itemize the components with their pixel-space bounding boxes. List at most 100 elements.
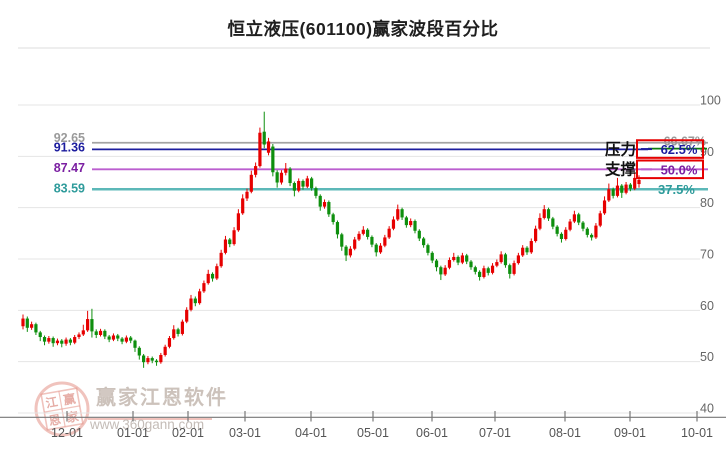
- candle-body: [98, 330, 103, 335]
- x-axis-label: 12-01: [51, 426, 83, 440]
- candle-body: [133, 340, 137, 348]
- candle-body: [215, 266, 219, 279]
- candle-body: [64, 339, 68, 344]
- candle-body: [176, 329, 180, 334]
- candle-body: [47, 338, 51, 342]
- seal-char: 恩: [48, 411, 62, 428]
- level-value-label: 92.65: [54, 131, 85, 145]
- x-axis-label: 07-01: [479, 426, 511, 440]
- candle-body: [465, 255, 469, 262]
- x-axis-label: 06-01: [416, 426, 448, 440]
- candle-body: [322, 202, 327, 207]
- candle-body: [439, 267, 443, 275]
- candle-body: [241, 198, 245, 214]
- candle-body: [292, 183, 296, 191]
- watermark-underline: [88, 418, 212, 420]
- candle-body: [258, 132, 262, 167]
- candle-body: [210, 273, 215, 279]
- candle-body: [142, 355, 146, 363]
- candle-body: [594, 225, 598, 238]
- candle-body: [529, 241, 533, 253]
- candle-body: [602, 200, 607, 214]
- candle-body: [409, 221, 413, 226]
- candle-body: [503, 254, 508, 266]
- chart-title: 恒立液压(601100)赢家波段百分比: [227, 19, 499, 39]
- candle-body: [387, 228, 391, 238]
- candle-body: [202, 283, 206, 292]
- candle-body: [366, 229, 370, 237]
- candle-body: [512, 263, 516, 274]
- candle-body: [271, 146, 275, 173]
- candle-body: [90, 319, 94, 332]
- level-pct-label-gray: 66.67%: [664, 135, 706, 149]
- candle-body: [86, 319, 90, 331]
- candle-body: [38, 332, 42, 338]
- candle-body: [42, 337, 47, 342]
- candle-body: [279, 172, 284, 183]
- seal-divider: [44, 405, 80, 413]
- y-axis-label: 50: [700, 350, 714, 364]
- candle-body: [452, 256, 456, 261]
- level-value-label: 87.47: [54, 161, 85, 175]
- candle-body: [236, 213, 240, 231]
- candle-body: [400, 209, 404, 218]
- candle-body: [607, 189, 611, 201]
- candle-body: [167, 338, 172, 347]
- x-axis: 12-01 01-01 02-01 03-01 04-01 05-01 06-01 07-01…: [0, 411, 726, 440]
- candle-body: [391, 219, 396, 229]
- candle-body: [628, 184, 632, 189]
- candle-body: [137, 347, 141, 356]
- y-axis-label: 40: [700, 401, 714, 415]
- candle-body: [55, 340, 60, 344]
- candle-body: [559, 233, 564, 239]
- candle-body: [404, 217, 408, 226]
- x-axis-label: 04-01: [295, 426, 327, 440]
- candle-body: [426, 245, 430, 253]
- x-axis-label: 01-01: [117, 426, 149, 440]
- candle-body: [417, 230, 421, 239]
- candle-body: [172, 329, 176, 339]
- candle-body: [353, 239, 357, 249]
- candle-body: [508, 265, 512, 274]
- candle-body: [555, 226, 559, 234]
- y-axis-label: 70: [700, 247, 714, 261]
- candle-body: [516, 255, 520, 264]
- candle-body: [430, 252, 434, 261]
- candle-body: [288, 168, 292, 184]
- candle-body: [633, 177, 637, 189]
- brand-seal-icon: [34, 381, 90, 437]
- candle-body: [254, 166, 258, 175]
- candle-body: [443, 267, 447, 275]
- candle-body: [103, 330, 107, 337]
- candle-body: [447, 260, 452, 268]
- pct-red-box: [636, 139, 704, 159]
- candle-body: [490, 265, 495, 273]
- candle-body: [482, 268, 486, 277]
- level-value-label: 91.36: [54, 141, 85, 155]
- level-pct-labels: 62.5% 50.0% 37.5%: [636, 139, 704, 197]
- candle-body: [546, 209, 551, 219]
- candle-body: [193, 298, 197, 304]
- candle-body: [585, 228, 589, 235]
- candle-body: [534, 228, 538, 242]
- candle-body: [572, 214, 576, 222]
- candle-body: [551, 218, 555, 227]
- candle-body: [73, 337, 77, 343]
- candle-body: [34, 324, 38, 333]
- candle-body: [223, 239, 228, 253]
- seal-char: 赢: [62, 391, 76, 408]
- y-axis-label: 60: [700, 299, 714, 313]
- candle-body: [129, 337, 133, 341]
- y-axis-label: 100: [700, 94, 721, 108]
- candle-body: [120, 338, 124, 342]
- x-axis-label: 09-01: [614, 426, 646, 440]
- candle-body: [456, 256, 460, 263]
- candle-body: [577, 214, 581, 223]
- candle-body: [107, 336, 111, 340]
- candle-body: [620, 185, 624, 193]
- candle-body: [245, 191, 249, 199]
- watermark-brand-text: 赢家江恩软件: [96, 385, 228, 409]
- candle-body: [94, 331, 98, 335]
